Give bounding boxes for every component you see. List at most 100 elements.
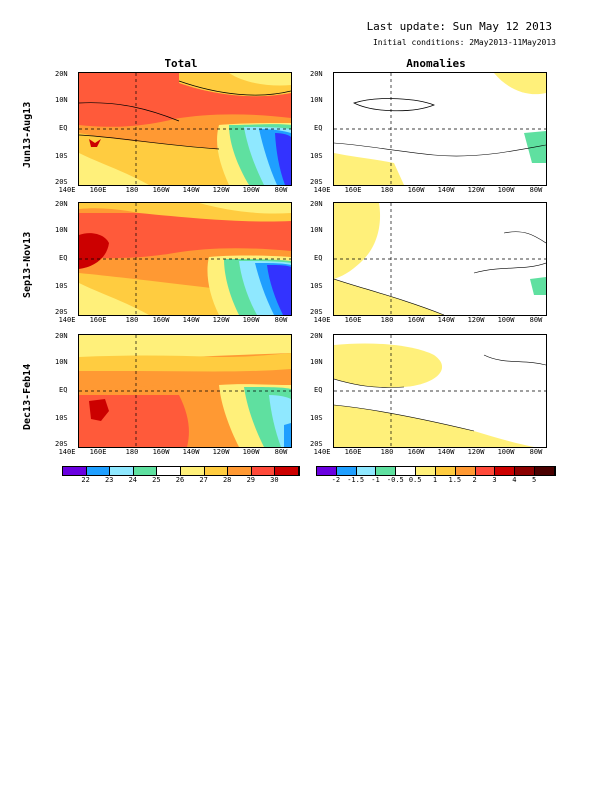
colorbar-segment xyxy=(475,467,496,475)
colorbar-segment xyxy=(376,467,397,475)
lat-label: 10N xyxy=(310,226,323,234)
colorbar-tick-label: 28 xyxy=(222,476,232,484)
lat-label: 20N xyxy=(55,70,68,78)
lon-label: 120W xyxy=(467,316,485,324)
lat-label: 10S xyxy=(55,414,68,422)
total-column-title: Total xyxy=(164,57,198,70)
colorbar-segment xyxy=(515,467,536,475)
lat-label: 20N xyxy=(310,332,323,340)
lat-label: 10N xyxy=(55,358,68,366)
colorbar-segment xyxy=(228,467,252,475)
lon-label: 180 xyxy=(125,448,139,456)
colorbar-segment xyxy=(495,467,516,475)
lon-label: 120W xyxy=(212,186,230,194)
lon-label: 100W xyxy=(242,186,260,194)
lon-label: 100W xyxy=(497,448,515,456)
lat-label: 20S xyxy=(55,308,68,316)
colorbar-segment xyxy=(63,467,87,475)
colorbar-tick-label: -1.5 xyxy=(347,476,365,484)
lon-label: 160W xyxy=(407,448,425,456)
lat-label: 10S xyxy=(310,152,323,160)
last-update-text: Last update: Sun May 12 2013 xyxy=(366,20,552,33)
lat-label: 20N xyxy=(55,332,68,340)
lon-label: 80W xyxy=(529,316,543,324)
row-label-dec-feb: Dec13-Feb14 xyxy=(22,363,33,430)
colorbar-segment xyxy=(416,467,436,475)
lon-label: 140E xyxy=(313,186,331,194)
colorbar-tick-label: 23 xyxy=(104,476,114,484)
total-colorbar xyxy=(62,466,300,476)
colorbar-segment xyxy=(180,467,205,475)
lon-label: 120W xyxy=(212,448,230,456)
lon-label: 180 xyxy=(125,316,139,324)
lon-label: 140W xyxy=(182,316,200,324)
lat-label: 10S xyxy=(310,282,323,290)
lon-label: 80W xyxy=(274,448,288,456)
lon-label: 160W xyxy=(407,316,425,324)
lon-label: 160W xyxy=(152,316,170,324)
lat-label: 20N xyxy=(55,200,68,208)
colorbar-segment xyxy=(275,467,299,475)
total-map-panel xyxy=(78,202,292,316)
lat-label: 10S xyxy=(55,282,68,290)
lon-label: 160E xyxy=(344,186,362,194)
lat-label: EQ xyxy=(59,124,68,132)
colorbar-segment xyxy=(157,467,181,475)
row-label-jun-aug: Jun13-Aug13 xyxy=(22,101,33,168)
anomaly-colorbar xyxy=(316,466,556,476)
lon-label: 100W xyxy=(497,316,515,324)
lat-label: 10N xyxy=(310,96,323,104)
lat-label: EQ xyxy=(314,254,323,262)
colorbar-tick-label: 5 xyxy=(532,476,537,484)
lon-label: 160E xyxy=(89,186,107,194)
lat-label: 20S xyxy=(55,178,68,186)
lon-label: 140W xyxy=(437,316,455,324)
lon-label: 180 xyxy=(380,448,394,456)
lat-label: 20S xyxy=(310,308,323,316)
lon-label: 140E xyxy=(58,186,76,194)
lon-label: 140W xyxy=(182,186,200,194)
colorbar-segment xyxy=(455,467,476,475)
lat-label: EQ xyxy=(59,254,68,262)
lon-label: 120W xyxy=(467,448,485,456)
colorbar-segment xyxy=(535,467,555,475)
lon-label: 160E xyxy=(344,316,362,324)
colorbar-tick-label: 30 xyxy=(270,476,279,484)
lat-label: 10N xyxy=(310,358,323,366)
colorbar-tick-label: -2 xyxy=(331,476,341,484)
colorbar-tick-label: 0.5 xyxy=(408,476,422,484)
colorbar-tick-label: 4 xyxy=(512,476,517,484)
lon-label: 80W xyxy=(274,316,288,324)
lat-label: 10S xyxy=(55,152,68,160)
colorbar-tick-label: 29 xyxy=(246,476,256,484)
colorbar-segment xyxy=(317,467,337,475)
initial-conditions-text: Initial conditions: 2May2013-11May2013 xyxy=(372,38,556,47)
lat-label: 10N xyxy=(55,226,68,234)
anomaly-map-panel xyxy=(333,72,547,186)
lon-label: 80W xyxy=(529,448,543,456)
colorbar-tick-label: 24 xyxy=(128,476,138,484)
lat-label: 20N xyxy=(310,70,323,78)
colorbar-tick-label: 26 xyxy=(175,476,185,484)
lat-label: 10S xyxy=(310,414,323,422)
lat-label: 10N xyxy=(55,96,68,104)
lat-label: EQ xyxy=(59,386,68,394)
colorbar-tick-label: 2 xyxy=(472,476,477,484)
lon-label: 180 xyxy=(380,186,394,194)
lat-label: 20N xyxy=(310,200,323,208)
lon-label: 100W xyxy=(242,316,260,324)
lon-label: 140W xyxy=(437,186,455,194)
lat-label: EQ xyxy=(314,124,323,132)
colorbar-segment xyxy=(336,467,357,475)
lon-label: 80W xyxy=(274,186,288,194)
lon-label: 160E xyxy=(89,316,107,324)
anomaly-map-panel xyxy=(333,202,547,316)
lon-label: 140E xyxy=(58,448,76,456)
lon-label: 180 xyxy=(380,316,394,324)
lon-label: 160E xyxy=(89,448,107,456)
colorbar-tick-label: 25 xyxy=(152,476,161,484)
lon-label: 120W xyxy=(467,186,485,194)
lon-label: 180 xyxy=(125,186,139,194)
colorbar-tick-label: -0.5 xyxy=(386,476,404,484)
anomaly-map-panel xyxy=(333,334,547,448)
